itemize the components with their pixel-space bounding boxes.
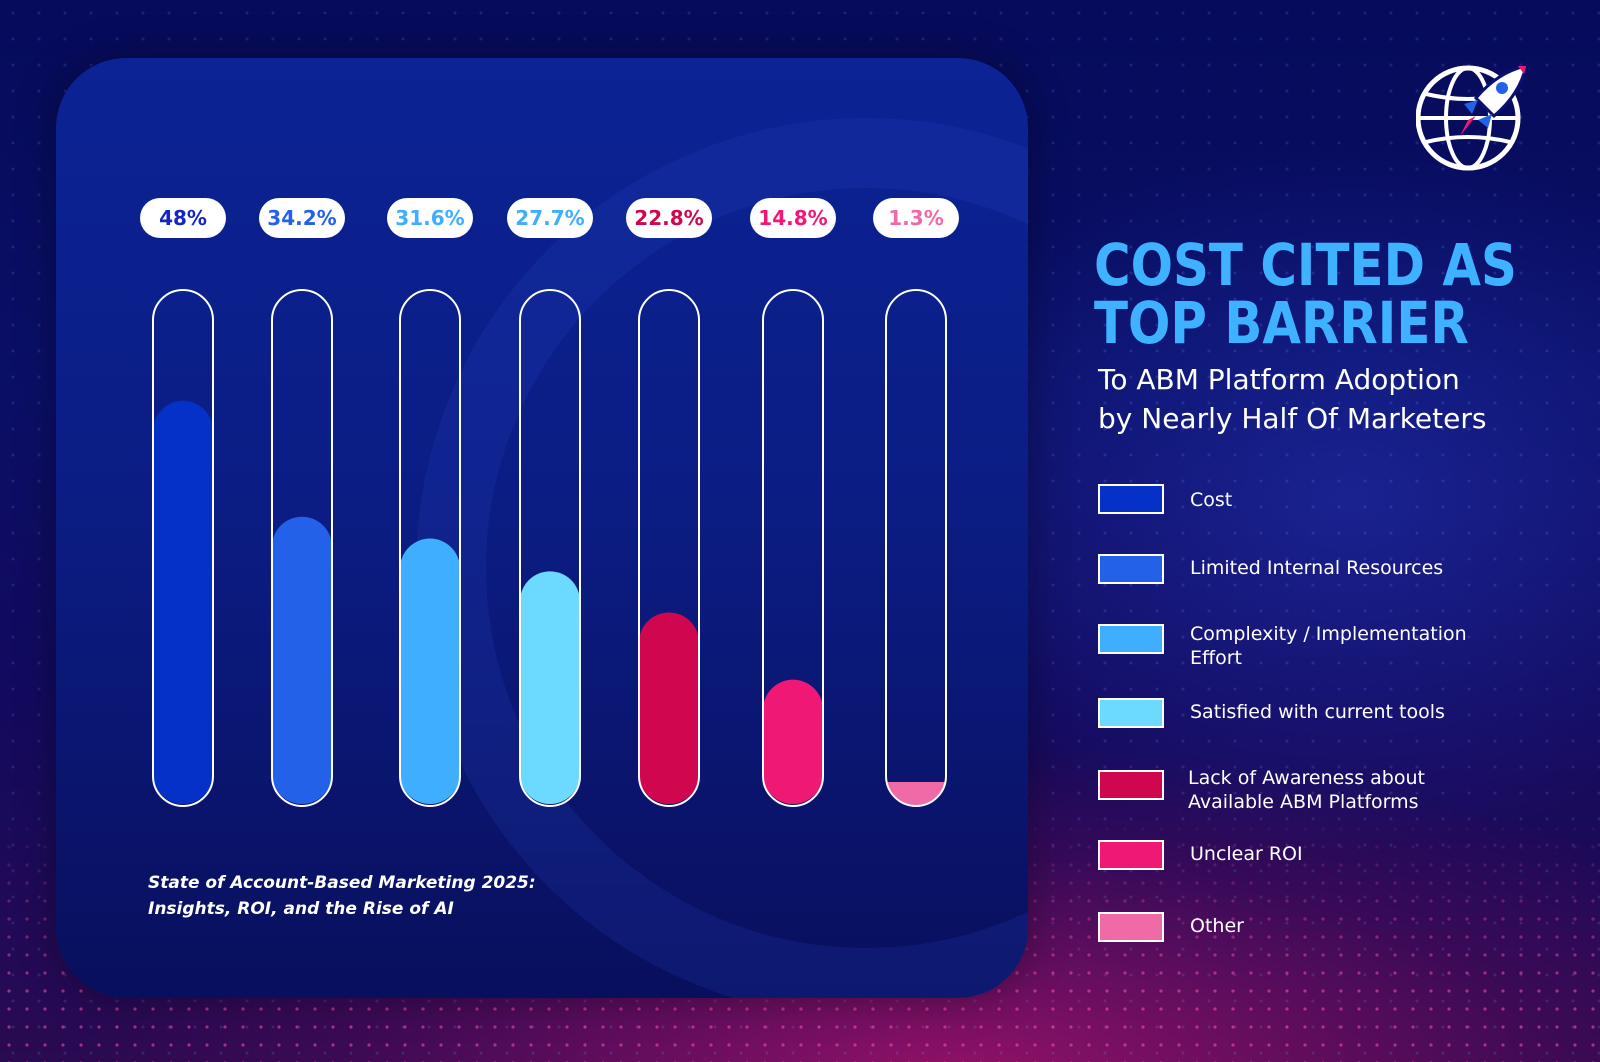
- legend-swatch: [1098, 840, 1164, 870]
- legend-label: Satisfied with current tools: [1190, 701, 1445, 723]
- bar: [763, 679, 823, 804]
- bar-outline: [519, 289, 581, 807]
- legend-item-other: Other: [1098, 912, 1578, 952]
- data-label: 14.8%: [758, 206, 827, 230]
- bar: [153, 400, 213, 804]
- bar: [639, 612, 699, 804]
- legend-label: Complexity / Implementation Effort: [1190, 623, 1467, 669]
- bar-outline: [885, 289, 947, 807]
- data-label-pill: [750, 198, 836, 238]
- legend-swatch: [1098, 912, 1164, 942]
- subtitle: To ABM Platform Adoption by Nearly Half …: [1098, 360, 1588, 438]
- data-label-pill: [626, 198, 712, 238]
- data-label-pill: [140, 198, 226, 238]
- bar-outline: [152, 289, 214, 807]
- legend-swatch: [1098, 484, 1164, 514]
- bar-group: 22.8%: [626, 198, 712, 807]
- legend-item-limited-internal-resources: Limited Internal Resources: [1098, 554, 1578, 594]
- bar-group: 31.6%: [387, 198, 473, 807]
- legend-item-satisfied: Satisfied with current tools: [1098, 698, 1578, 738]
- headline: COST CITED AS TOP BARRIER: [1094, 231, 1517, 357]
- source-note-line-2: Insights, ROI, and the Rise of AI: [148, 899, 454, 919]
- legend-swatch: [1098, 554, 1164, 584]
- subtitle-line-1: To ABM Platform Adoption: [1098, 363, 1460, 396]
- legend-swatch: [1098, 624, 1164, 654]
- headline-line-1: COST CITED AS: [1094, 231, 1517, 299]
- bar-outline: [638, 289, 700, 807]
- data-label-pill: [259, 198, 345, 238]
- legend-item-unclear-roi: Unclear ROI: [1098, 840, 1578, 880]
- data-label: 27.7%: [515, 206, 584, 230]
- legend-label: Unclear ROI: [1190, 843, 1303, 865]
- data-label: 1.3%: [888, 206, 943, 230]
- bar: [272, 516, 332, 804]
- headline-line-2: TOP BARRIER: [1094, 289, 1469, 357]
- legend-item-lack-of-awareness: Lack of Awareness about Available ABM Pl…: [1098, 767, 1578, 813]
- source-note-line-1: State of Account-Based Marketing 2025:: [148, 873, 536, 893]
- legend-item-complexity: Complexity / Implementation Effort: [1098, 623, 1578, 669]
- legend-swatch: [1098, 698, 1164, 728]
- data-label-pill: [507, 198, 593, 238]
- bar: [886, 782, 946, 806]
- bar-group: 14.8%: [750, 198, 836, 807]
- globe-rocket-icon: [1415, 58, 1532, 174]
- bar-outline: [762, 289, 824, 807]
- data-label: 48%: [159, 206, 207, 230]
- bar-group: 27.7%: [507, 198, 593, 807]
- bar-group: 34.2%: [259, 198, 345, 807]
- bar-outline: [399, 289, 461, 807]
- data-label: 34.2%: [267, 206, 336, 230]
- data-label: 22.8%: [634, 206, 703, 230]
- legend-swatch: [1098, 770, 1164, 800]
- legend-item-cost: Cost: [1098, 484, 1578, 524]
- bar: [520, 571, 580, 804]
- bar-group: 48%: [140, 198, 226, 807]
- legend-label: Cost: [1190, 489, 1233, 511]
- bar-outline: [271, 289, 333, 807]
- bar: [400, 538, 460, 804]
- data-label-pill: [873, 198, 959, 238]
- bar-group: 1.3%: [873, 198, 959, 807]
- subtitle-line-2: by Nearly Half Of Marketers: [1098, 402, 1487, 435]
- legend-label: Limited Internal Resources: [1190, 557, 1444, 579]
- source-note: State of Account-Based Marketing 2025: I…: [148, 870, 628, 922]
- data-label-pill: [387, 198, 473, 238]
- legend-label: Other: [1190, 915, 1244, 937]
- data-label: 31.6%: [395, 206, 464, 230]
- legend-label: Lack of Awareness about Available ABM Pl…: [1188, 767, 1425, 813]
